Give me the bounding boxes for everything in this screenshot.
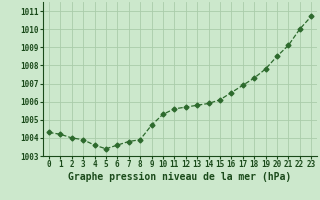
X-axis label: Graphe pression niveau de la mer (hPa): Graphe pression niveau de la mer (hPa) bbox=[68, 172, 292, 182]
